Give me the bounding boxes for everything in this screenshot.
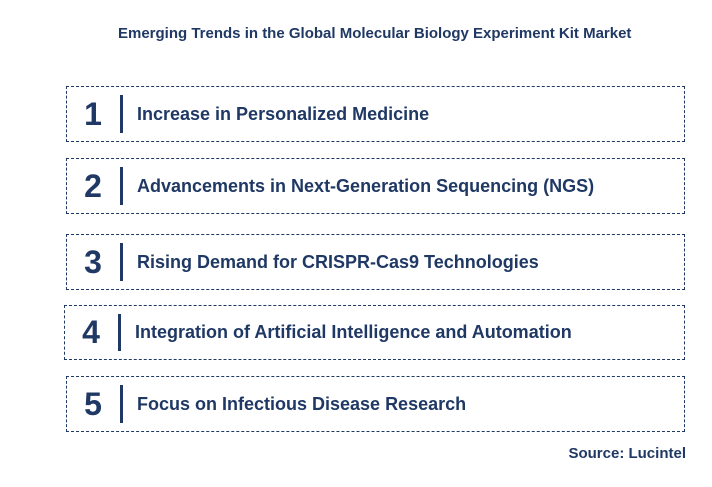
- page-title: Emerging Trends in the Global Molecular …: [118, 25, 632, 42]
- divider-bar: [120, 167, 123, 205]
- trend-item-3: 3 Rising Demand for CRISPR-Cas9 Technolo…: [66, 234, 685, 290]
- trend-number: 4: [82, 314, 100, 350]
- trend-item-2: 2 Advancements in Next-Generation Sequen…: [66, 158, 685, 214]
- trend-label: Rising Demand for CRISPR-Cas9 Technologi…: [137, 251, 539, 272]
- divider-bar: [120, 385, 123, 423]
- divider-bar: [118, 314, 121, 351]
- trend-label: Focus on Infectious Disease Research: [137, 393, 467, 414]
- trend-number: 2: [84, 167, 102, 204]
- trend-number: 5: [84, 385, 102, 422]
- trend-item-4: 4 Integration of Artificial Intelligence…: [64, 305, 685, 360]
- divider-bar: [120, 95, 123, 133]
- source-credit: Source: Lucintel: [568, 445, 686, 462]
- trend-label: Increase in Personalized Medicine: [137, 103, 430, 124]
- trend-label: Advancements in Next-Generation Sequenci…: [137, 175, 595, 196]
- trend-number: 3: [84, 243, 102, 280]
- trend-label: Integration of Artificial Intelligence a…: [135, 322, 572, 342]
- divider-bar: [120, 243, 123, 281]
- trend-item-5: 5 Focus on Infectious Disease Research: [66, 376, 685, 432]
- trend-number: 1: [84, 95, 102, 132]
- trend-item-1: 1 Increase in Personalized Medicine: [66, 86, 685, 142]
